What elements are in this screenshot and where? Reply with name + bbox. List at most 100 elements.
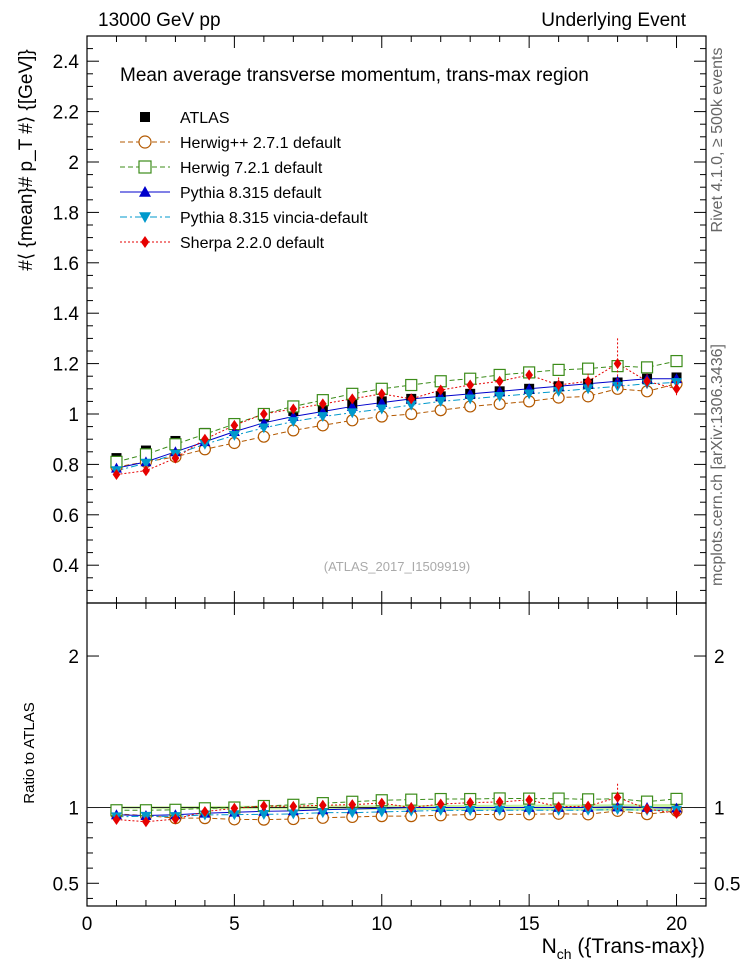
main-axes: 0.4 0.6 0.8 1 1.2 1.4 1.6 1.8 2 2.2 2.4 — [53, 36, 707, 603]
y-tick-label-right: 0.5 — [714, 874, 740, 895]
main-series-group — [110, 338, 683, 480]
data-point — [584, 375, 592, 387]
data-point — [407, 393, 416, 405]
ratio-data-point — [612, 805, 624, 815]
data-point — [640, 361, 654, 374]
ratio-data-point — [258, 809, 270, 820]
data-point — [495, 375, 504, 387]
ratio-data-point — [287, 809, 299, 820]
data-point — [494, 391, 506, 402]
ratio-data-point — [554, 801, 563, 813]
data-point — [552, 363, 565, 376]
ratio-data-point — [525, 794, 533, 806]
y-tick-label: 1.8 — [53, 203, 79, 224]
ratio-data-point — [464, 806, 476, 816]
data-point — [376, 404, 388, 415]
y-tick-label: 1.2 — [53, 355, 79, 376]
ratio-data-point — [171, 813, 180, 825]
y-tick-label: 1.6 — [53, 254, 79, 275]
data-point — [466, 379, 475, 391]
y-tick-label: 2.2 — [53, 103, 79, 124]
ratio-series-group — [87, 783, 706, 828]
legend-label: Herwig++ 2.7.1 default — [180, 135, 342, 152]
ratio-data-point — [435, 806, 447, 816]
main-y-axis-label: #⟨ {mean}# p_T #⟩ {[GeV]} — [16, 49, 37, 271]
data-point — [613, 358, 622, 370]
data-point — [523, 389, 535, 400]
rivet-version-label: Rivet 4.1.0, ≥ 500k events — [709, 48, 726, 233]
ratio-data-point — [377, 797, 386, 809]
ratio-data-point — [407, 802, 416, 814]
y-tick-label: 1.4 — [53, 304, 80, 325]
y-tick-label: 0.8 — [53, 455, 79, 476]
energy-label: 13000 GeV pp — [98, 10, 221, 31]
ratio-data-point — [346, 808, 358, 819]
y-tick-label: 0.4 — [53, 556, 80, 577]
legend-marker — [140, 236, 150, 248]
data-point — [317, 412, 329, 423]
series-line — [116, 382, 677, 472]
data-point — [435, 397, 447, 407]
data-point — [464, 394, 476, 405]
data-point — [581, 362, 595, 375]
ratio-data-point — [643, 803, 651, 815]
y-tick-label-right: 2 — [714, 647, 725, 668]
ratio-y-axis-label: Ratio to ATLAS — [21, 702, 38, 803]
data-point — [525, 369, 533, 381]
ratio-data-point — [142, 816, 150, 828]
ratio-data-point — [230, 802, 239, 814]
data-point — [228, 431, 240, 441]
data-point — [287, 417, 299, 428]
mcplots-reference-label: mcplots.cern.ch [arXiv:1306.3436] — [709, 344, 726, 586]
y-tick-label: 0.5 — [53, 874, 79, 895]
data-point — [672, 383, 681, 395]
data-point — [142, 465, 150, 477]
data-point — [112, 468, 121, 480]
ratio-data-point — [376, 807, 388, 818]
legend-marker — [138, 135, 152, 149]
ratio-data-point — [348, 799, 357, 811]
x-tick-label: 10 — [371, 914, 392, 935]
data-point — [405, 400, 417, 411]
analysis-watermark: (ATLAS_2017_I1509919) — [324, 559, 470, 574]
y-tick-label-right: 1 — [714, 799, 725, 820]
data-point — [289, 403, 298, 415]
x-tick-label: 5 — [229, 914, 240, 935]
ratio-data-point — [436, 798, 445, 810]
data-point — [553, 386, 565, 397]
series-line — [116, 378, 677, 469]
data-point — [670, 354, 683, 368]
process-label: Underlying Event — [541, 10, 686, 31]
data-point — [554, 379, 563, 391]
ratio-data-point — [584, 800, 592, 812]
ratio-data-point — [523, 805, 535, 816]
legend-label: Pythia 8.315 default — [180, 185, 322, 202]
legend-marker — [138, 160, 152, 174]
data-point — [171, 452, 180, 464]
y-tick-label: 2.4 — [53, 52, 80, 73]
ratio-axes: 0.5 0.51 12 20 5 10 15 20 — [53, 603, 740, 935]
data-point — [346, 408, 358, 419]
data-point — [405, 378, 418, 392]
data-point — [377, 388, 386, 400]
ratio-data-point — [201, 806, 209, 818]
ratio-data-point — [466, 797, 475, 809]
legend-marker — [139, 186, 151, 197]
x-axis-label: Nch ({Trans-max}) — [542, 935, 705, 962]
data-point — [140, 458, 152, 469]
y-tick-label: 2 — [68, 647, 79, 668]
data-point — [260, 408, 268, 420]
ratio-data-point — [318, 799, 327, 811]
ratio-panel-frame — [86, 602, 707, 907]
chart-title: Mean average transverse momentum, trans-… — [120, 65, 589, 86]
data-point — [318, 398, 327, 410]
ratio-data-point — [495, 796, 504, 808]
data-point — [348, 393, 357, 405]
x-tick-label: 15 — [519, 914, 540, 935]
y-tick-label: 1 — [68, 799, 79, 820]
x-tick-label: 20 — [666, 914, 687, 935]
data-point — [258, 423, 270, 434]
y-tick-label: 2 — [68, 153, 79, 174]
data-point — [201, 433, 209, 445]
